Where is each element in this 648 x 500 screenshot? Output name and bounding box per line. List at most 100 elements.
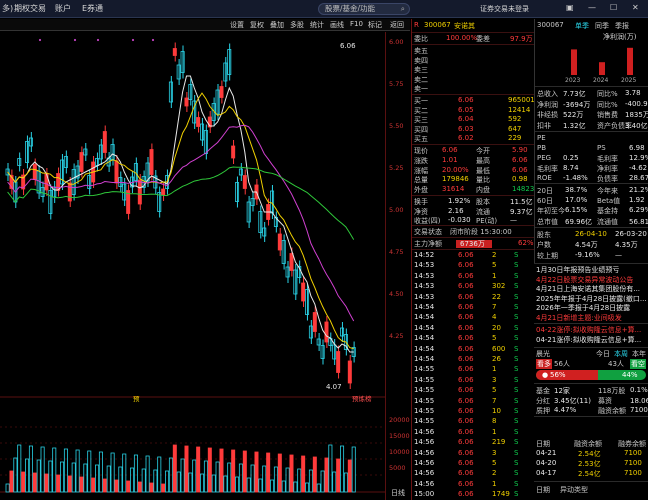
fin-value: 1.32亿 bbox=[563, 121, 586, 130]
range-value: 56.81亿 bbox=[629, 217, 648, 226]
bid-volume: 229 bbox=[508, 134, 522, 143]
tab-multi[interactable]: 多股 bbox=[290, 21, 304, 29]
tab-f10[interactable]: F10 bbox=[350, 20, 363, 28]
tab-anomaly-type[interactable]: 异动类型 bbox=[560, 486, 588, 494]
tick-time: 14:56 bbox=[414, 438, 435, 447]
tick-price: 6.06 bbox=[458, 448, 474, 457]
search-input[interactable]: 股票/基金/功能 ⌕ bbox=[318, 3, 410, 15]
stat-label: PE(动) bbox=[476, 217, 498, 226]
volume-bar bbox=[141, 468, 146, 493]
tab-this-year[interactable]: 本年 bbox=[632, 350, 646, 358]
volume-bar bbox=[203, 460, 208, 493]
candle-body bbox=[114, 160, 119, 184]
bull-count: 56人 bbox=[554, 360, 570, 368]
tick-row: 14:54 6.06 20 S bbox=[412, 324, 535, 334]
fin-label: 资产负债率 bbox=[597, 121, 632, 130]
candle-body bbox=[270, 190, 275, 214]
range-value: 6.29% bbox=[629, 206, 648, 215]
search-icon[interactable]: ⌕ bbox=[400, 4, 405, 13]
candle-body bbox=[308, 325, 313, 339]
tick-volume: 600 bbox=[492, 344, 506, 353]
news-item: 4月21日新增主题:业间吸发 bbox=[534, 313, 648, 323]
maximize-button[interactable]: ☐ bbox=[610, 3, 618, 12]
volume-bar bbox=[110, 452, 115, 493]
login-status[interactable]: 证券交易未登录 bbox=[480, 5, 529, 13]
candle-body bbox=[21, 174, 26, 190]
minimize-button[interactable]: — bbox=[588, 3, 596, 12]
candle-body bbox=[102, 131, 107, 153]
tick-row: 14:54 6.06 26 S bbox=[412, 355, 535, 365]
holder-row: 股东 26-04-10 26-03-20 bbox=[535, 230, 648, 240]
tick-time: 14:56 bbox=[414, 479, 435, 488]
tab-back[interactable]: 返回 bbox=[390, 21, 404, 29]
bid-row: 买四 6.03 647 bbox=[412, 125, 535, 135]
volume-bar bbox=[277, 453, 282, 493]
main-flow-row[interactable]: 主力净额 6736万 62% bbox=[412, 239, 535, 249]
bar-year: 2024 bbox=[593, 77, 609, 84]
volume-bar bbox=[95, 464, 100, 493]
tab-this-week[interactable]: 本周 bbox=[614, 350, 628, 358]
volume-bar bbox=[28, 445, 33, 493]
menu-more[interactable]: 多) bbox=[2, 4, 14, 13]
volume-bar bbox=[324, 457, 329, 493]
quote-header: R 300067 安诺其 bbox=[412, 21, 535, 31]
tab-stats[interactable]: 统计 bbox=[310, 21, 324, 29]
tick-volume: 2 bbox=[492, 251, 497, 259]
tick-price: 6.06 bbox=[458, 479, 474, 488]
menu-account[interactable]: 账户 bbox=[55, 4, 71, 13]
candle-body bbox=[188, 84, 193, 100]
tab-overlay[interactable]: 叠加 bbox=[270, 21, 284, 29]
tab-settings[interactable]: 设置 bbox=[230, 21, 244, 29]
tab-same-quarter[interactable]: 同季 bbox=[595, 22, 609, 30]
candle-body bbox=[235, 182, 240, 202]
tick-time: 14:55 bbox=[414, 386, 435, 395]
bar-year: 2023 bbox=[565, 77, 581, 84]
fund-value: 7100 bbox=[630, 406, 648, 414]
candle-body bbox=[242, 175, 247, 189]
weibi-label: 委比 bbox=[414, 35, 428, 43]
val-label: PE bbox=[537, 134, 546, 142]
holder-row: 较上期 -9.16% — bbox=[535, 251, 648, 261]
stat-label: 股本 bbox=[476, 198, 490, 206]
kline-chart[interactable] bbox=[0, 32, 410, 500]
tick-row: 14:56 6.06 1 S bbox=[412, 428, 535, 438]
volume-bar bbox=[9, 470, 14, 493]
tab-mark[interactable]: 标记 bbox=[368, 21, 382, 29]
range-label: 基金持 bbox=[597, 207, 618, 216]
fin-row: 总收入 7.73亿 同比% 3.78 bbox=[535, 89, 648, 99]
news-item: 04-21涨停:拟收购隆云信息+算... bbox=[534, 335, 648, 345]
volume-bar bbox=[172, 444, 177, 493]
stock-code: 300067 bbox=[424, 21, 451, 29]
tab-quarterly[interactable]: 季报 bbox=[615, 22, 629, 30]
weibi-row: 委比 100.00% 委差 97.9万 bbox=[412, 34, 535, 44]
stat-label: 收益(四) bbox=[414, 217, 441, 226]
tick-price: 6.06 bbox=[458, 469, 474, 478]
stat-label: 现价 bbox=[414, 147, 428, 155]
ask-row: 卖五 bbox=[412, 46, 535, 56]
tick-direction: S bbox=[514, 386, 519, 395]
event-dot bbox=[38, 38, 42, 42]
tab-draw[interactable]: 画线 bbox=[330, 21, 344, 29]
bid-row: 买一 6.06 965001 bbox=[412, 96, 535, 106]
menu-etong[interactable]: E券通 bbox=[82, 4, 104, 13]
tab-today[interactable]: 今日 bbox=[596, 350, 610, 358]
close-button[interactable]: ✕ bbox=[632, 3, 639, 12]
tab-adjust[interactable]: 复权 bbox=[250, 21, 264, 29]
menu-options[interactable]: 期权交易 bbox=[14, 4, 46, 13]
tick-price: 6.06 bbox=[458, 417, 474, 426]
tick-volume: 26 bbox=[492, 355, 501, 363]
bid-volume: 592 bbox=[508, 115, 522, 124]
fund-label: 分红 bbox=[536, 397, 550, 405]
margin-financing: 2.53亿 bbox=[578, 460, 601, 468]
val-label: 净利率 bbox=[597, 165, 618, 173]
tick-direction: S bbox=[514, 396, 519, 405]
tab-single-quarter[interactable]: 单季 bbox=[575, 22, 589, 30]
tab-date[interactable]: 日期 bbox=[536, 486, 550, 494]
fin-label: 非经损 bbox=[537, 111, 558, 119]
holder-value: -9.16% bbox=[575, 250, 600, 259]
skin-icon[interactable]: ▣ bbox=[566, 3, 574, 12]
volume-bar bbox=[246, 477, 251, 493]
bid-price: 6.03 bbox=[458, 124, 474, 133]
